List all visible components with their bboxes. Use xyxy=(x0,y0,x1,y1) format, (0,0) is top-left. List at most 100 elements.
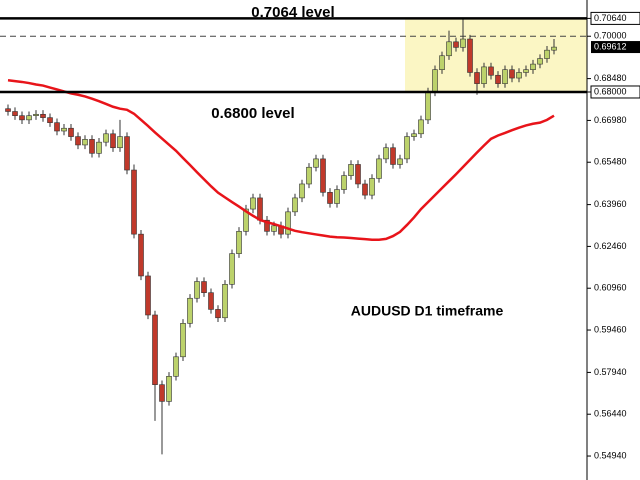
level-label: 0.6800 level xyxy=(211,105,294,122)
candle-body xyxy=(530,63,536,70)
candle-body xyxy=(26,115,32,121)
candle-body xyxy=(103,133,109,143)
level-label: 0.7064 level xyxy=(251,4,334,21)
y-tick-label: 0.65480 xyxy=(594,157,627,167)
candle-body xyxy=(320,158,326,193)
candle-body xyxy=(271,225,277,232)
candle-body xyxy=(453,41,459,48)
candle-body xyxy=(383,147,389,160)
candle-body xyxy=(285,211,291,235)
candle-body xyxy=(180,323,186,358)
y-tick-label: 0.59460 xyxy=(594,324,627,334)
candle-body xyxy=(236,231,242,254)
y-tick-label: 0.63960 xyxy=(594,199,627,209)
candle-body xyxy=(313,158,319,168)
tick-box xyxy=(590,11,640,25)
candle-body xyxy=(82,139,88,146)
candle-body xyxy=(376,158,382,179)
candle-body xyxy=(117,136,123,149)
candle-body xyxy=(96,141,102,154)
candle-body xyxy=(194,281,200,299)
candle-body xyxy=(390,147,396,165)
candle-body xyxy=(467,38,473,73)
y-tick-label: 0.70640 xyxy=(594,13,627,23)
last-price-label: 0.69612 xyxy=(594,41,627,51)
candle-body xyxy=(250,197,256,210)
candle-body xyxy=(222,284,228,319)
candle-body xyxy=(89,139,95,154)
candle-body xyxy=(152,314,158,385)
candle-body xyxy=(215,309,221,319)
candle-body xyxy=(5,108,11,112)
candle-body xyxy=(355,164,361,185)
candle-body xyxy=(425,91,431,121)
candle-body xyxy=(138,233,144,277)
candle-body xyxy=(292,197,298,213)
candle-body xyxy=(551,46,557,51)
candle-body xyxy=(243,208,249,232)
candle-body xyxy=(33,113,39,116)
candle-body xyxy=(369,178,375,196)
y-tick-label: 0.54940 xyxy=(594,450,627,460)
candle-body xyxy=(68,127,74,137)
candle-body xyxy=(306,166,312,185)
y-tick-label: 0.70000 xyxy=(594,31,627,41)
candle-body xyxy=(362,183,368,196)
candle-body xyxy=(397,158,403,165)
candle-body xyxy=(12,111,18,116)
y-tick-label: 0.68480 xyxy=(594,73,627,83)
y-tick-label: 0.60960 xyxy=(594,283,627,293)
annotation: AUDUSD D1 timeframe xyxy=(351,303,504,319)
candle-body xyxy=(502,69,508,84)
candle-body xyxy=(173,356,179,377)
candle-body xyxy=(299,183,305,199)
candle-body xyxy=(439,55,445,70)
moving-average xyxy=(7,79,555,241)
candle-body xyxy=(432,69,438,93)
tick-box xyxy=(590,85,640,99)
candle-body xyxy=(54,122,60,132)
candle-body xyxy=(404,136,410,160)
candle-body xyxy=(201,281,207,293)
candle-body xyxy=(159,384,165,402)
candle-body xyxy=(257,197,263,221)
candle-body xyxy=(75,136,81,146)
candle-body xyxy=(446,41,452,57)
candle-body xyxy=(187,297,193,324)
last-price-box xyxy=(591,41,640,54)
candle-body xyxy=(418,119,424,135)
candle-body xyxy=(40,113,46,118)
candle-body xyxy=(264,219,270,232)
candle-body xyxy=(348,164,354,176)
candle-body xyxy=(110,133,116,149)
candle-body xyxy=(208,292,214,310)
candle-body xyxy=(474,72,480,84)
candle-body xyxy=(124,136,130,171)
candle-body xyxy=(537,58,543,65)
candle-body xyxy=(19,115,25,121)
candle-body xyxy=(488,66,494,76)
y-tick-label: 0.57940 xyxy=(594,367,627,377)
candle-body xyxy=(481,66,487,84)
candle-body xyxy=(145,275,151,316)
candle-body xyxy=(47,117,53,123)
candle-body xyxy=(61,127,67,132)
candle-body xyxy=(334,189,340,204)
candle-body xyxy=(516,72,522,79)
candle-body xyxy=(460,38,466,48)
candle-body xyxy=(495,74,501,84)
candle-body xyxy=(509,69,515,79)
candle-body xyxy=(327,192,333,204)
y-tick-label: 0.66980 xyxy=(594,115,627,125)
y-tick-label: 0.68000 xyxy=(594,86,627,96)
candle-body xyxy=(523,69,529,73)
candle-body xyxy=(411,133,417,137)
y-tick-label: 0.56440 xyxy=(594,409,627,419)
y-tick-label: 0.62460 xyxy=(594,241,627,251)
candle-body xyxy=(341,175,347,190)
candle-body xyxy=(131,169,137,235)
candle-body xyxy=(229,253,235,285)
candle-body xyxy=(544,49,550,59)
